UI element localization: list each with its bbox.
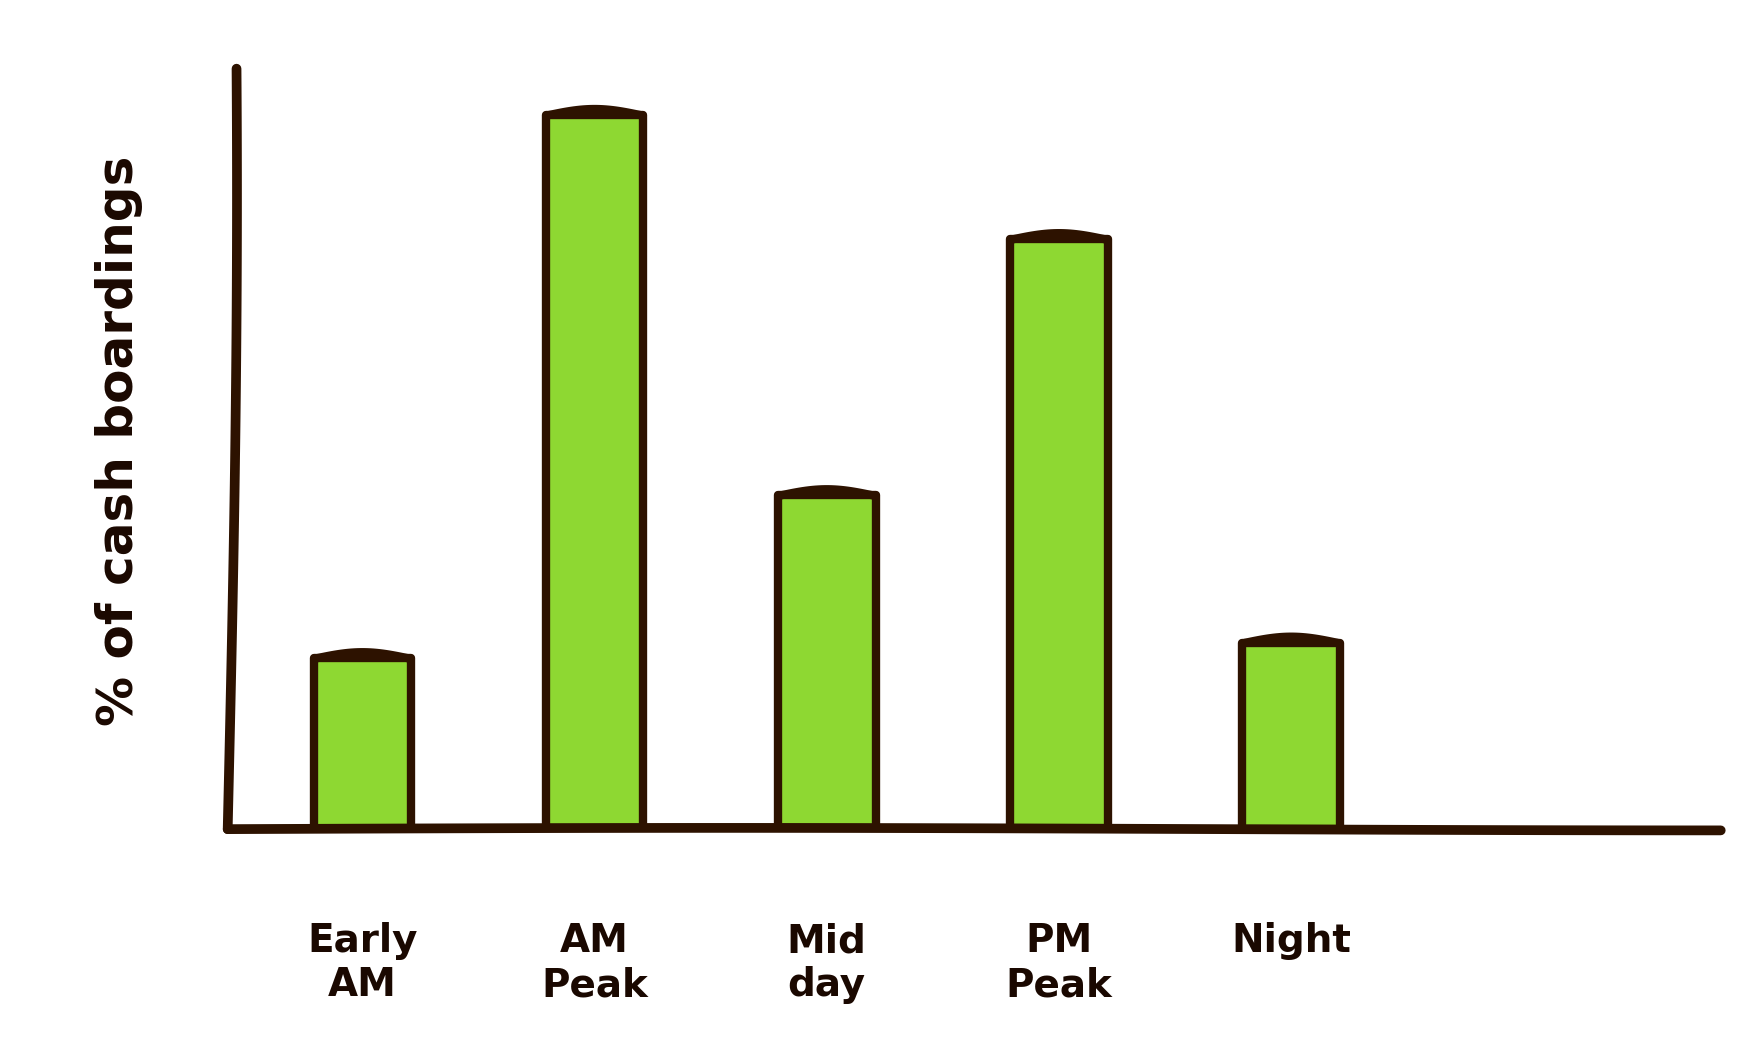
Text: % of cash boardings: % of cash boardings	[95, 156, 143, 726]
Text: Mid
day: Mid day	[788, 923, 867, 1005]
Text: Early
AM: Early AM	[307, 923, 418, 1005]
Text: ☆ ☽ ✦: ☆ ☽ ✦	[1325, 1062, 1443, 1063]
Bar	[779, 495, 876, 829]
Text: Night: Night	[1232, 923, 1351, 960]
Bar	[1242, 643, 1339, 829]
Text: PM
Peak: PM Peak	[1006, 923, 1112, 1005]
Bar	[314, 658, 411, 829]
Text: ☀: ☀	[809, 1062, 846, 1063]
Text: 〰️🌅: 〰️🌅	[342, 1062, 382, 1063]
Bar	[1010, 239, 1108, 829]
Bar	[546, 115, 643, 829]
Text: AM
Peak: AM Peak	[541, 923, 648, 1005]
